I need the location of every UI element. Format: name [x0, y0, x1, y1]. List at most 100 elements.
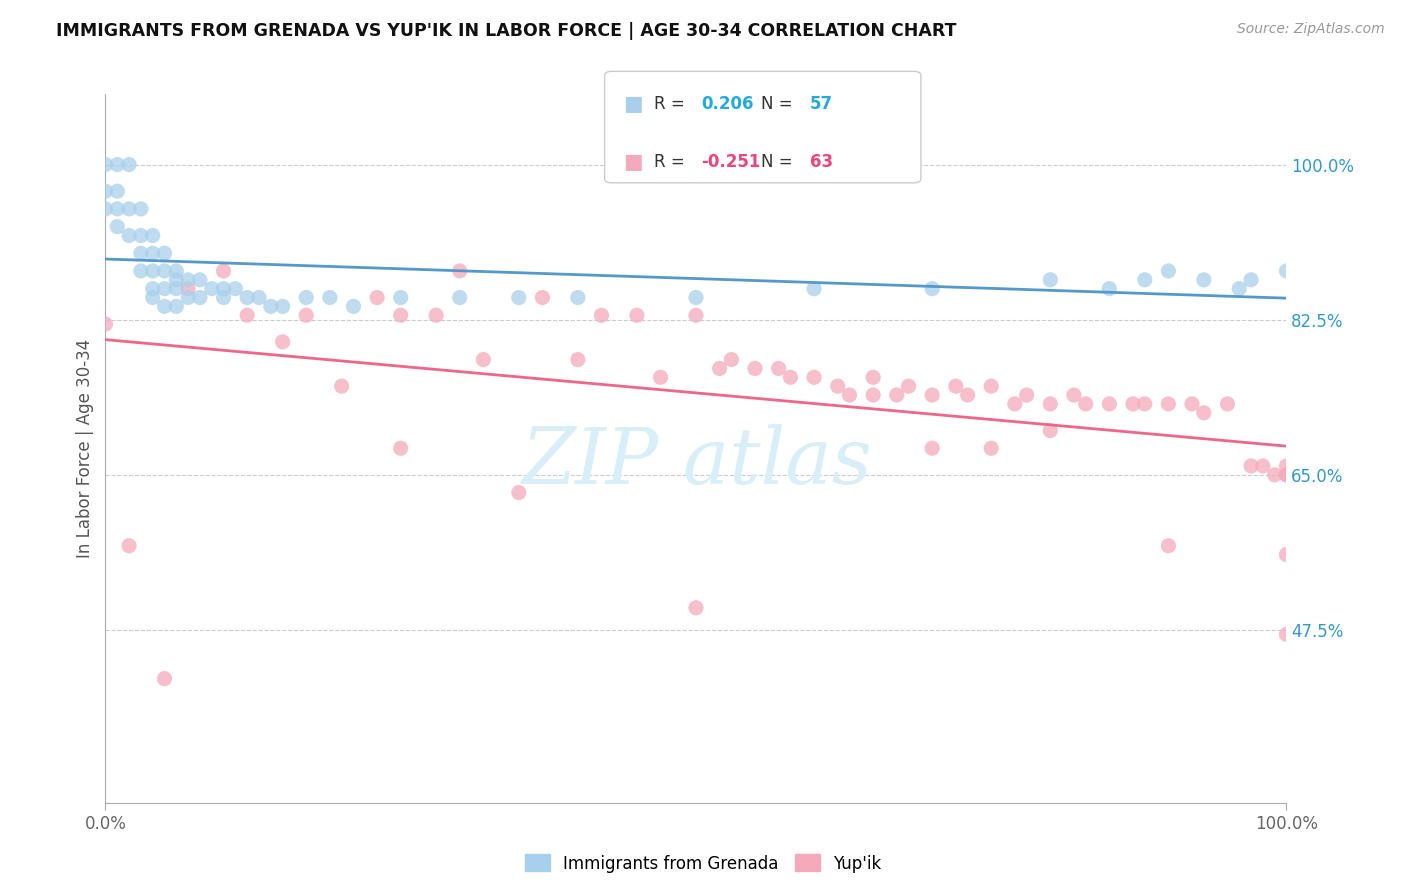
Point: [319, 291, 342, 305]
Point: [1004, 397, 1026, 411]
Point: [142, 246, 165, 260]
Point: [94, 157, 117, 171]
Point: [188, 291, 211, 305]
Point: [236, 308, 259, 322]
Point: [260, 300, 283, 314]
Point: [271, 334, 294, 349]
Point: [366, 291, 388, 305]
Point: [201, 282, 224, 296]
Point: [389, 308, 412, 322]
Text: 57: 57: [810, 95, 832, 113]
Point: [744, 361, 766, 376]
Text: -0.251: -0.251: [702, 153, 761, 171]
Point: [142, 264, 165, 278]
Point: [720, 352, 742, 367]
Point: [177, 273, 200, 287]
Point: [980, 379, 1002, 393]
Point: [768, 361, 790, 376]
Point: [129, 202, 152, 216]
Text: ZIP atlas: ZIP atlas: [520, 425, 872, 500]
Point: [1275, 627, 1298, 641]
Point: [425, 308, 447, 322]
Legend: Immigrants from Grenada, Yup'ik: Immigrants from Grenada, Yup'ik: [517, 847, 889, 880]
Point: [342, 300, 364, 314]
Point: [389, 441, 412, 455]
Point: [330, 379, 353, 393]
Point: [449, 264, 471, 278]
Text: R =: R =: [654, 153, 690, 171]
Point: [165, 273, 187, 287]
Point: [1192, 406, 1215, 420]
Point: [188, 273, 211, 287]
Point: [1098, 282, 1121, 296]
Point: [105, 202, 128, 216]
Point: [1039, 397, 1062, 411]
Point: [897, 379, 920, 393]
Point: [1264, 467, 1286, 482]
Point: [472, 352, 495, 367]
Point: [626, 308, 648, 322]
Point: [177, 282, 200, 296]
Point: [827, 379, 849, 393]
Point: [1157, 539, 1180, 553]
Text: N =: N =: [761, 95, 797, 113]
Point: [153, 246, 176, 260]
Text: Source: ZipAtlas.com: Source: ZipAtlas.com: [1237, 22, 1385, 37]
Point: [1133, 397, 1156, 411]
Point: [779, 370, 801, 384]
Point: [224, 282, 246, 296]
Point: [921, 282, 943, 296]
Point: [165, 300, 187, 314]
Point: [1275, 548, 1298, 562]
Point: [567, 352, 589, 367]
Point: [295, 308, 318, 322]
Point: [980, 441, 1002, 455]
Point: [567, 291, 589, 305]
Point: [709, 361, 731, 376]
Point: [271, 300, 294, 314]
Point: [118, 157, 141, 171]
Point: [153, 672, 176, 686]
Point: [142, 282, 165, 296]
Point: [153, 264, 176, 278]
Point: [1275, 467, 1298, 482]
Point: [803, 370, 825, 384]
Point: [1157, 397, 1180, 411]
Text: 63: 63: [810, 153, 832, 171]
Point: [886, 388, 908, 402]
Point: [956, 388, 979, 402]
Point: [118, 539, 141, 553]
Point: [1039, 273, 1062, 287]
Point: [921, 441, 943, 455]
Point: [685, 600, 707, 615]
Point: [94, 202, 117, 216]
Point: [1251, 458, 1274, 473]
Point: [295, 291, 318, 305]
Point: [685, 308, 707, 322]
Point: [212, 282, 235, 296]
Point: [118, 228, 141, 243]
Y-axis label: In Labor Force | Age 30-34: In Labor Force | Age 30-34: [76, 339, 94, 558]
Point: [531, 291, 554, 305]
Point: [212, 291, 235, 305]
Point: [1275, 264, 1298, 278]
Point: [1192, 273, 1215, 287]
Point: [94, 317, 117, 331]
Point: [945, 379, 967, 393]
Text: R =: R =: [654, 95, 690, 113]
Point: [153, 300, 176, 314]
Point: [650, 370, 672, 384]
Point: [803, 282, 825, 296]
Point: [862, 388, 884, 402]
Point: [177, 291, 200, 305]
Point: [1240, 273, 1263, 287]
Text: N =: N =: [761, 153, 797, 171]
Point: [1181, 397, 1204, 411]
Point: [449, 291, 471, 305]
Point: [1074, 397, 1097, 411]
Point: [862, 370, 884, 384]
Point: [1275, 467, 1298, 482]
Point: [508, 291, 530, 305]
Point: [105, 157, 128, 171]
Point: [129, 264, 152, 278]
